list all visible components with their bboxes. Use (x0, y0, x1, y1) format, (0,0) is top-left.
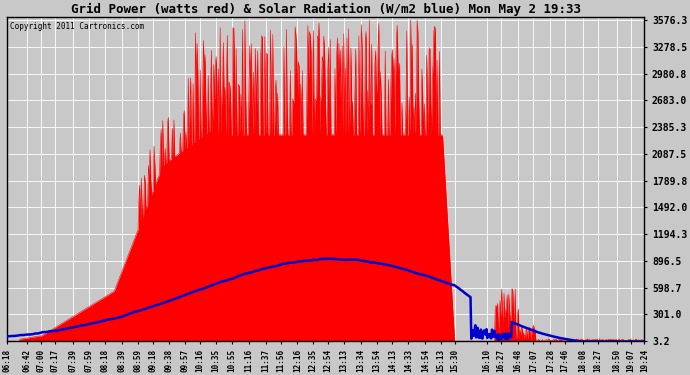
Text: Copyright 2011 Cartronics.com: Copyright 2011 Cartronics.com (10, 22, 145, 31)
Title: Grid Power (watts red) & Solar Radiation (W/m2 blue) Mon May 2 19:33: Grid Power (watts red) & Solar Radiation… (71, 3, 581, 16)
